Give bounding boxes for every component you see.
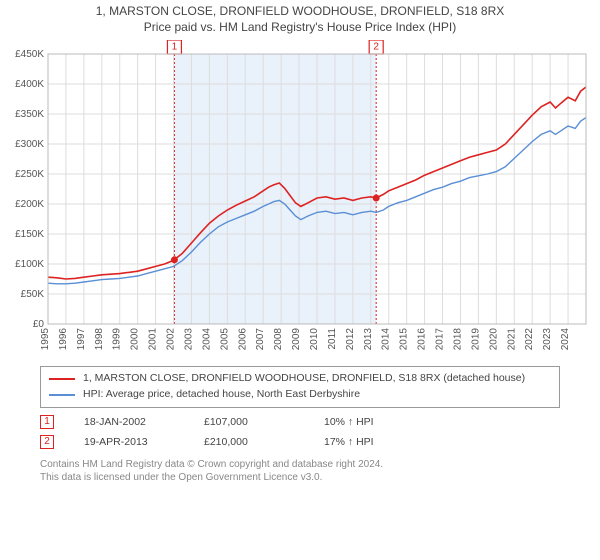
footnote: Contains HM Land Registry data © Crown c… bbox=[40, 458, 560, 485]
svg-text:2020: 2020 bbox=[488, 328, 499, 351]
svg-text:£400K: £400K bbox=[15, 79, 44, 90]
legend-item: 1, MARSTON CLOSE, DRONFIELD WOODHOUSE, D… bbox=[49, 371, 551, 387]
svg-text:2003: 2003 bbox=[183, 328, 194, 351]
event-delta: 17% ↑ HPI bbox=[324, 436, 414, 448]
svg-text:2012: 2012 bbox=[345, 328, 356, 351]
title-subtitle: Price paid vs. HM Land Registry's House … bbox=[0, 20, 600, 34]
title-block: 1, MARSTON CLOSE, DRONFIELD WOODHOUSE, D… bbox=[0, 0, 600, 34]
svg-text:£350K: £350K bbox=[15, 109, 44, 120]
event-table: 1 18-JAN-2002 £107,000 10% ↑ HPI 2 19-AP… bbox=[40, 412, 560, 452]
svg-text:£100K: £100K bbox=[15, 259, 44, 270]
legend-label: HPI: Average price, detached house, Nort… bbox=[83, 387, 360, 403]
svg-text:2: 2 bbox=[373, 42, 379, 53]
line-chart: £0£50K£100K£150K£200K£250K£300K£350K£400… bbox=[8, 40, 592, 360]
svg-text:2024: 2024 bbox=[560, 328, 571, 351]
event-date: 18-JAN-2002 bbox=[84, 416, 174, 428]
event-price: £210,000 bbox=[204, 436, 294, 448]
svg-text:2009: 2009 bbox=[291, 328, 302, 351]
svg-text:2017: 2017 bbox=[435, 328, 446, 351]
legend-swatch-red bbox=[49, 378, 75, 380]
event-row: 1 18-JAN-2002 £107,000 10% ↑ HPI bbox=[40, 412, 560, 432]
svg-text:£450K: £450K bbox=[15, 49, 44, 60]
svg-text:2007: 2007 bbox=[255, 328, 266, 351]
svg-text:2004: 2004 bbox=[201, 328, 212, 351]
event-price: £107,000 bbox=[204, 416, 294, 428]
svg-text:2013: 2013 bbox=[363, 328, 374, 351]
legend-item: HPI: Average price, detached house, Nort… bbox=[49, 387, 551, 403]
chart-container: 1, MARSTON CLOSE, DRONFIELD WOODHOUSE, D… bbox=[0, 0, 600, 485]
plot-area: £0£50K£100K£150K£200K£250K£300K£350K£400… bbox=[8, 40, 592, 360]
event-date: 19-APR-2013 bbox=[84, 436, 174, 448]
title-address: 1, MARSTON CLOSE, DRONFIELD WOODHOUSE, D… bbox=[0, 4, 600, 18]
event-row: 2 19-APR-2013 £210,000 17% ↑ HPI bbox=[40, 432, 560, 452]
svg-text:2011: 2011 bbox=[327, 328, 338, 350]
svg-text:2015: 2015 bbox=[399, 328, 410, 351]
legend: 1, MARSTON CLOSE, DRONFIELD WOODHOUSE, D… bbox=[40, 366, 560, 408]
svg-text:2008: 2008 bbox=[273, 328, 284, 351]
svg-text:2001: 2001 bbox=[148, 328, 159, 351]
legend-swatch-blue bbox=[49, 394, 75, 396]
svg-text:£200K: £200K bbox=[15, 199, 44, 210]
svg-text:1998: 1998 bbox=[94, 328, 105, 351]
svg-text:2021: 2021 bbox=[506, 328, 517, 351]
svg-text:1: 1 bbox=[172, 42, 178, 53]
footnote-line: This data is licensed under the Open Gov… bbox=[40, 471, 560, 485]
legend-label: 1, MARSTON CLOSE, DRONFIELD WOODHOUSE, D… bbox=[83, 371, 525, 387]
svg-text:2002: 2002 bbox=[166, 328, 177, 351]
svg-text:£250K: £250K bbox=[15, 169, 44, 180]
footnote-line: Contains HM Land Registry data © Crown c… bbox=[40, 458, 560, 472]
svg-text:2000: 2000 bbox=[130, 328, 141, 351]
svg-text:1996: 1996 bbox=[58, 328, 69, 351]
svg-text:1997: 1997 bbox=[76, 328, 87, 351]
svg-text:£50K: £50K bbox=[21, 289, 45, 300]
svg-text:2010: 2010 bbox=[309, 328, 320, 351]
event-marker-icon: 2 bbox=[40, 435, 54, 449]
svg-text:1999: 1999 bbox=[112, 328, 123, 351]
svg-text:2019: 2019 bbox=[470, 328, 481, 351]
event-marker-icon: 1 bbox=[40, 415, 54, 429]
svg-text:2006: 2006 bbox=[237, 328, 248, 351]
svg-text:£300K: £300K bbox=[15, 139, 44, 150]
event-delta: 10% ↑ HPI bbox=[324, 416, 414, 428]
svg-text:2018: 2018 bbox=[452, 328, 463, 351]
svg-text:2014: 2014 bbox=[381, 328, 392, 351]
svg-text:2023: 2023 bbox=[542, 328, 553, 351]
svg-text:2005: 2005 bbox=[219, 328, 230, 351]
svg-text:£150K: £150K bbox=[15, 229, 44, 240]
svg-text:2016: 2016 bbox=[417, 328, 428, 351]
svg-text:2022: 2022 bbox=[524, 328, 535, 351]
svg-text:1995: 1995 bbox=[40, 328, 51, 351]
